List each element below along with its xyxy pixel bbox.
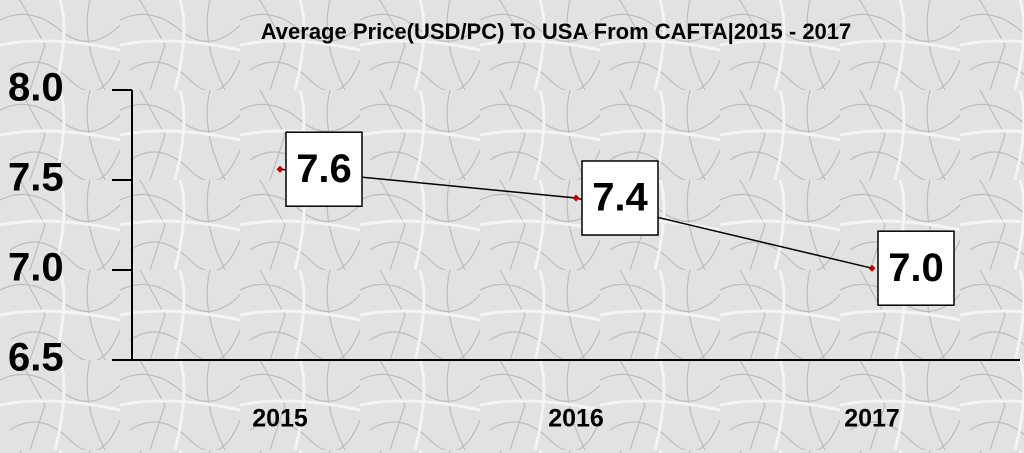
y-tick-label: 7.0 [8,246,64,290]
x-tick-label: 2017 [844,405,900,433]
marker [572,194,580,202]
y-tick-label: 6.5 [8,336,64,380]
data-label-box [285,131,363,207]
marker [868,264,876,272]
chart-title: Average Price(USD/PC) To USA From CAFTA|… [261,19,852,44]
x-tick-label: 2015 [252,405,308,433]
x-tick-label: 2016 [548,405,604,433]
data-label: 7.0 [888,246,944,290]
data-label: 7.4 [592,176,648,220]
y-tick-label: 7.5 [8,156,64,200]
data-label-box [877,230,955,306]
y-tick-label: 8.0 [8,66,64,110]
data-label-box [581,160,659,236]
data-label: 7.6 [296,147,352,191]
marker [276,165,284,173]
